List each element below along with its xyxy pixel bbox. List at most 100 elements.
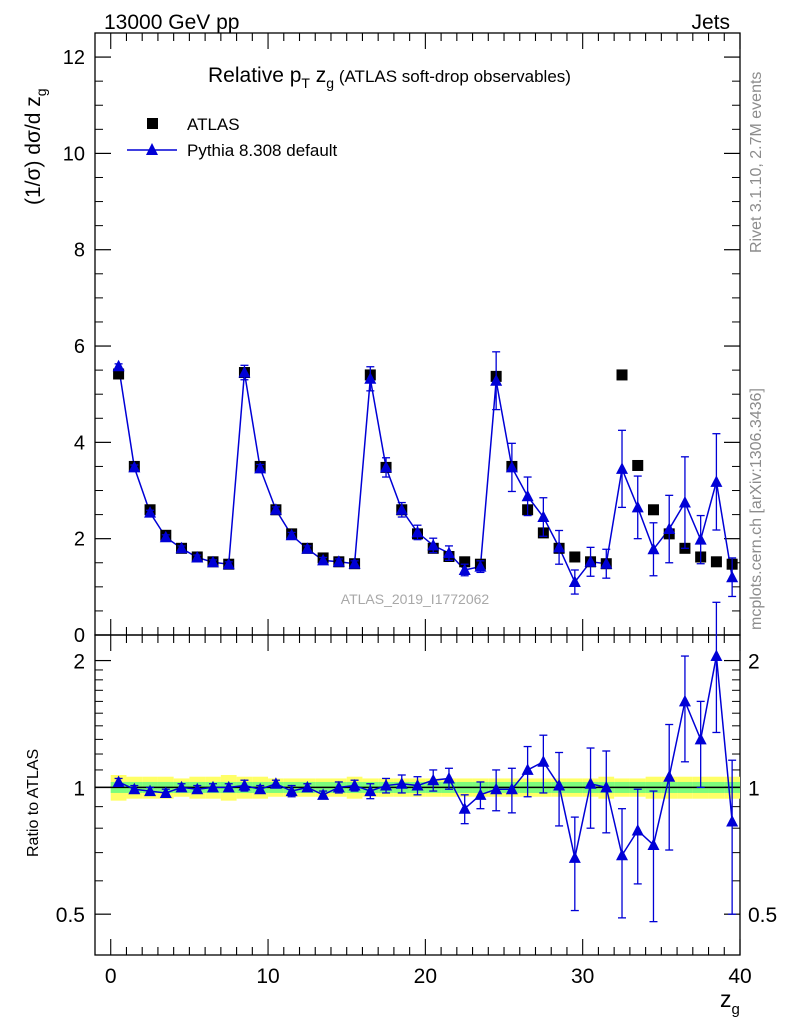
mc-point: [411, 525, 424, 538]
mc-point: [521, 489, 534, 502]
ratio-point: [553, 779, 566, 791]
mc-point: [159, 530, 172, 543]
mc-point: [364, 372, 377, 384]
mc-point: [395, 503, 408, 515]
mc-point: [301, 542, 314, 554]
mc-point: [663, 522, 676, 535]
chart-title-sub2: g: [326, 75, 334, 91]
ratio-point: [269, 777, 282, 789]
ratio-point: [285, 784, 298, 797]
mc-series-line: [117, 366, 733, 584]
ratio-point: [254, 782, 267, 795]
x-tick-label: 30: [571, 965, 594, 988]
ratio-data-points: [112, 601, 739, 923]
ratio-y-tick-label: 0.5: [56, 904, 85, 927]
legend-label-atlas: ATLAS: [187, 115, 240, 134]
mc-point: [474, 560, 487, 572]
mc-point: [380, 460, 393, 473]
ratio-y-tick-label: 2: [73, 651, 85, 674]
mc-point: [112, 359, 125, 372]
ratio-point: [128, 782, 141, 795]
ratio-y-tick-label-right: 1: [748, 777, 760, 800]
ratio-point: [474, 788, 487, 800]
mc-point: [726, 570, 739, 583]
ratio-point: [490, 782, 503, 795]
atlas-point: [113, 368, 125, 380]
ratio-point: [616, 848, 629, 861]
mc-point: [175, 541, 188, 554]
ratio-point: [206, 780, 219, 793]
ratio-point: [317, 788, 330, 800]
mc-point: [427, 538, 440, 551]
mc-point: [631, 500, 644, 513]
ratio-point: [364, 784, 377, 797]
mc-point: [678, 496, 691, 508]
ratio-point: [238, 779, 251, 791]
main-data-points: [112, 351, 739, 598]
y-tick-label: 2: [74, 529, 85, 551]
mc-point: [600, 557, 613, 569]
ratio-point: [678, 694, 691, 707]
atlas-point: [459, 556, 471, 568]
ratio-point: [427, 773, 440, 786]
chart-title-prefix: Relative p: [208, 64, 301, 87]
y-tick-label: 6: [74, 336, 85, 358]
x-axis-label: zg: [720, 986, 740, 1018]
rivet-label: Rivet 3.1.10, 2.7M events: [748, 72, 765, 253]
ratio-series-line: [118, 655, 733, 859]
mcplots-label: mcplots.cern.ch [arXiv:1306.3436]: [748, 388, 765, 630]
mc-point: [206, 555, 219, 568]
atlas-point: [632, 459, 644, 471]
ratio-point: [537, 755, 550, 767]
ratio-point: [584, 777, 597, 789]
x-tick-label: 10: [256, 965, 279, 988]
ratio-point: [191, 782, 204, 795]
mc-point: [694, 533, 707, 545]
mc-point: [285, 528, 298, 541]
ratio-point: [600, 780, 613, 793]
ratio-point: [159, 786, 172, 798]
mc-point: [647, 542, 660, 555]
x-axis-label-sub: g: [732, 1001, 740, 1018]
x-axis-label-main: z: [720, 986, 732, 1012]
chart-title-mid: z: [310, 64, 326, 87]
legend-label-mc: Pythia 8.308 default: [187, 141, 338, 160]
chart-title: Relative pT zg (ATLAS soft-drop observab…: [208, 64, 571, 91]
mc-point: [442, 546, 455, 559]
ratio-point: [348, 779, 361, 791]
ratio-y-tick-label-right: 0.5: [748, 904, 777, 927]
mc-point: [144, 506, 157, 518]
mc-point: [584, 555, 597, 567]
y-axis-label: (1/σ) dσ/d zg: [22, 88, 49, 205]
chart-title-sub1: T: [301, 75, 310, 91]
ratio-point: [663, 770, 676, 782]
mc-point: [222, 557, 235, 570]
atlas-point: [616, 369, 628, 381]
mc-point: [128, 460, 141, 473]
ratio-point: [521, 763, 534, 775]
ratio-axis-ticks: 0.5 0.51 12 20 10 20 30 40: [56, 635, 777, 988]
ratio-point: [458, 802, 471, 814]
ratio-point: [568, 851, 581, 863]
atlas-point: [710, 556, 722, 568]
ratio-point: [395, 777, 408, 789]
ratio-point: [222, 780, 235, 793]
y-axis-label-sub: g: [33, 88, 49, 96]
ratio-point: [505, 782, 518, 795]
ratio-point: [694, 732, 707, 745]
atlas-point: [647, 504, 659, 516]
ratio-point: [112, 775, 125, 787]
x-tick-label: 0: [105, 965, 117, 988]
y-tick-label: 8: [74, 240, 85, 262]
atlas-point: [569, 551, 581, 563]
main-axis-ticks: 0 2 4 6 8 10 12: [63, 32, 741, 647]
ratio-point: [411, 779, 424, 791]
mc-point: [458, 563, 471, 575]
ratio-y-tick-label-right: 2: [748, 651, 760, 674]
x-tick-label: 40: [728, 965, 751, 988]
mc-point: [616, 462, 629, 474]
legend: ATLAS Pythia 8.308 default: [127, 115, 338, 160]
y-tick-label: 12: [63, 47, 85, 69]
